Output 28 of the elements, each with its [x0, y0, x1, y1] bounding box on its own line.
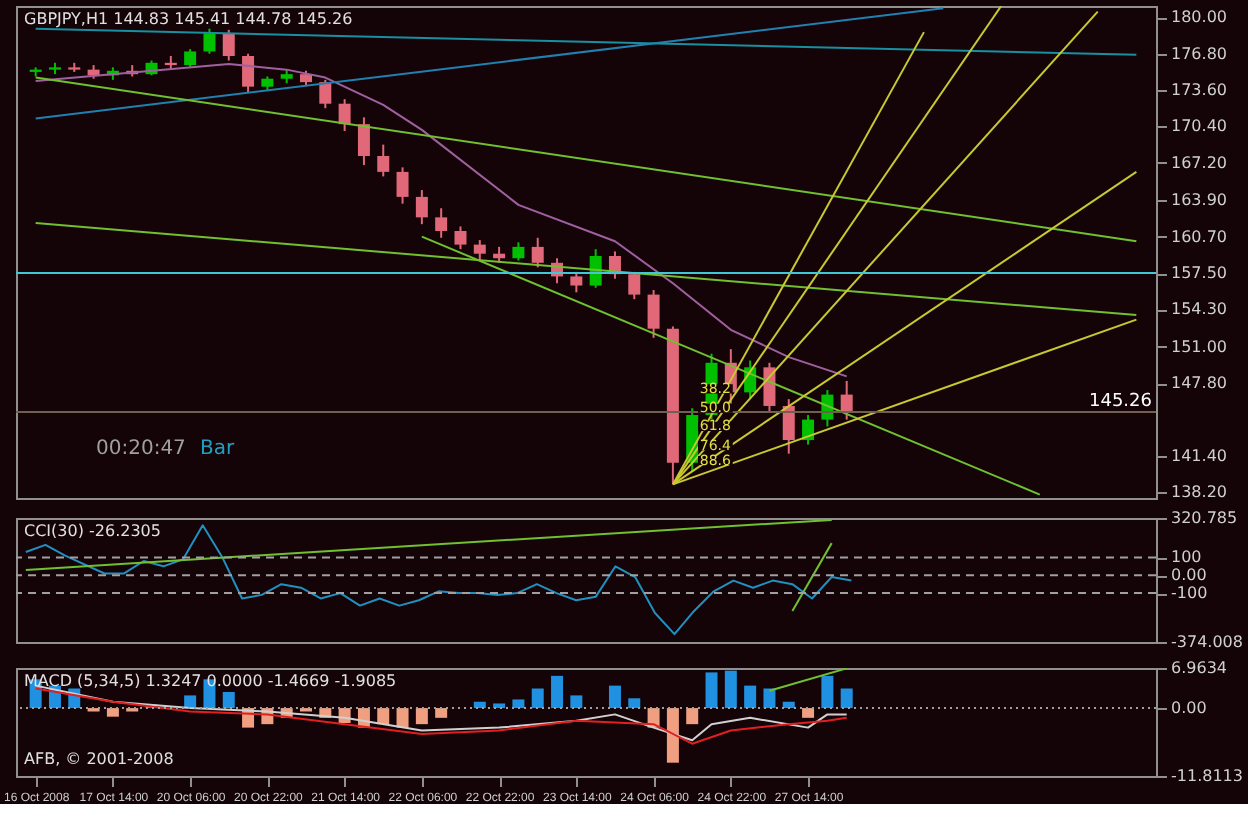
y-tick-label: 170.40: [1171, 117, 1227, 136]
y-tick-label: -11.8113: [1171, 767, 1243, 785]
y-tick-label: 176.80: [1171, 44, 1227, 63]
chart-title: MACD (5,34,5) 1.3247 0.0000 -1.4669 -1.9085: [24, 672, 397, 690]
annotation: Bar: [200, 438, 236, 460]
y-tick-label: 160.70: [1171, 227, 1227, 246]
y-tick-label: 100: [1171, 548, 1202, 567]
y-tick-label: 6.9634: [1171, 659, 1227, 677]
y-tick-label: 151.00: [1171, 337, 1227, 356]
y-tick-label: 173.60: [1171, 81, 1227, 100]
annotation: 00:20:47: [96, 438, 186, 460]
y-tick-label: -374.008: [1171, 633, 1243, 651]
y-tick-label: 180.00: [1171, 8, 1227, 27]
ref-line-label: 145.26: [1089, 392, 1153, 413]
y-tick-label: 141.40: [1171, 446, 1227, 465]
y-tick-label: 320.785: [1171, 509, 1238, 527]
chart-title: GBPJPY,H1 144.83 145.41 144.78 145.26: [24, 10, 353, 28]
y-tick-label: 0.00: [1171, 566, 1207, 585]
y-tick-label: -100: [1171, 584, 1208, 603]
y-tick-label: 0.00: [1171, 699, 1207, 718]
y-tick-label: 147.80: [1171, 374, 1227, 393]
y-tick-label: 157.50: [1171, 264, 1227, 283]
y-tick-label: 138.20: [1171, 483, 1227, 502]
y-tick-label: 167.20: [1171, 153, 1227, 172]
annotation: AFB, © 2001-2008: [24, 750, 174, 768]
chart-title: CCI(30) -26.2305: [24, 522, 161, 540]
y-tick-label: 163.90: [1171, 191, 1227, 210]
y-tick-label: 154.30: [1171, 300, 1227, 319]
